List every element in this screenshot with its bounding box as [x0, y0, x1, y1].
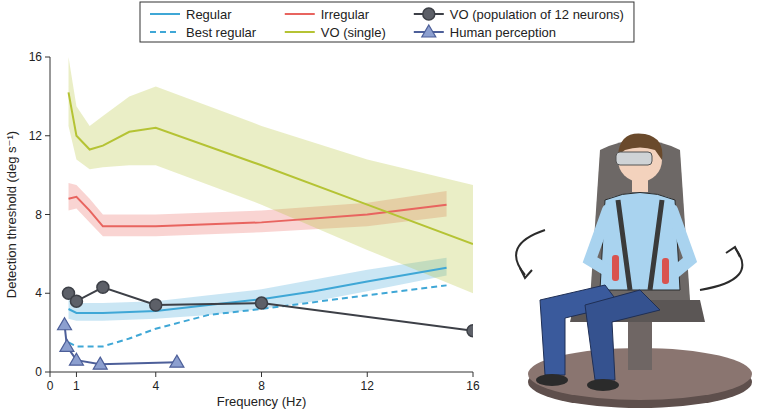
y-tick [45, 293, 50, 294]
legend-swatch [285, 31, 315, 33]
legend-swatch-marker [422, 25, 436, 37]
series-marker [150, 299, 162, 311]
x-tick [50, 372, 51, 377]
x-tick [367, 372, 368, 377]
person-harness [618, 200, 662, 290]
x-tick-label: 1 [73, 379, 80, 393]
y-tick-label: 8 [35, 208, 42, 222]
legend-label: VO (single) [321, 25, 386, 40]
series-marker [170, 355, 184, 367]
y-tick [45, 372, 50, 373]
legend-label: Irregular [321, 7, 370, 22]
plot-area [58, 57, 473, 369]
y-tick-label: 16 [29, 50, 43, 64]
illustration [516, 133, 752, 408]
x-axis-title: Frequency (Hz) [217, 394, 307, 409]
series-marker [256, 297, 268, 309]
x-tick-label: 16 [466, 379, 480, 393]
legend-swatch [150, 31, 180, 33]
series-marker [69, 353, 83, 365]
series-marker [93, 357, 107, 369]
joystick [612, 255, 619, 281]
series-marker [58, 318, 72, 330]
chart: 0 4 8 12 16 0 1 4 8 12 16 Frequency (Hz) Detection t… [0, 0, 760, 419]
y-tick [45, 135, 50, 136]
y-tick-label: 0 [35, 365, 42, 379]
legend-box [140, 2, 634, 42]
rotation-arrowhead [520, 268, 532, 278]
x-tick-label: 8 [258, 379, 265, 393]
series-marker [70, 295, 82, 307]
series-marker [60, 339, 74, 351]
person-arm [668, 210, 690, 278]
vr-goggles [616, 152, 652, 165]
rotation-arrowhead [726, 247, 740, 257]
person-arm [590, 210, 615, 275]
x-tick-label: 0 [47, 379, 54, 393]
x-tick-label: 12 [361, 379, 375, 393]
legend-label: VO (population of 12 neurons) [450, 7, 624, 22]
series-line [69, 197, 447, 227]
joystick [662, 258, 669, 284]
legend-label: Best regular [186, 25, 257, 40]
legend-swatch [285, 13, 315, 15]
rotation-arrow [700, 248, 742, 290]
x-tick [76, 372, 77, 377]
chair-back [590, 140, 690, 300]
y-axis-title: Detection threshold (deg s⁻¹) [4, 131, 19, 298]
x-tick [155, 372, 156, 377]
legend-swatch [150, 13, 180, 15]
legend: Regular Best regular Irregular VO (single) V… [140, 2, 634, 42]
legend-swatch-marker [423, 8, 435, 20]
legend-label: Human perception [450, 25, 556, 40]
x-tick [261, 372, 262, 377]
series-marker [97, 281, 109, 293]
axes: 0 4 8 12 16 0 1 4 8 12 16 Frequency (Hz) Detection t… [4, 50, 480, 409]
legend-label: Regular [186, 7, 232, 22]
y-tick-label: 4 [35, 286, 42, 300]
confidence-band [69, 258, 447, 321]
chair-pedestal [628, 318, 652, 370]
person-leg-right [585, 290, 660, 380]
person-shoe [587, 379, 619, 391]
confidence-band [69, 57, 473, 293]
series-line [65, 325, 177, 364]
x-tick [473, 372, 474, 377]
person-shoe [536, 374, 568, 386]
series-line [69, 268, 447, 313]
x-tick-label: 4 [152, 379, 159, 393]
series-line [69, 287, 473, 330]
y-tick-label: 12 [29, 129, 43, 143]
y-tick [45, 57, 50, 58]
series-marker [467, 325, 473, 337]
series-line [69, 92, 473, 244]
y-tick [45, 214, 50, 215]
